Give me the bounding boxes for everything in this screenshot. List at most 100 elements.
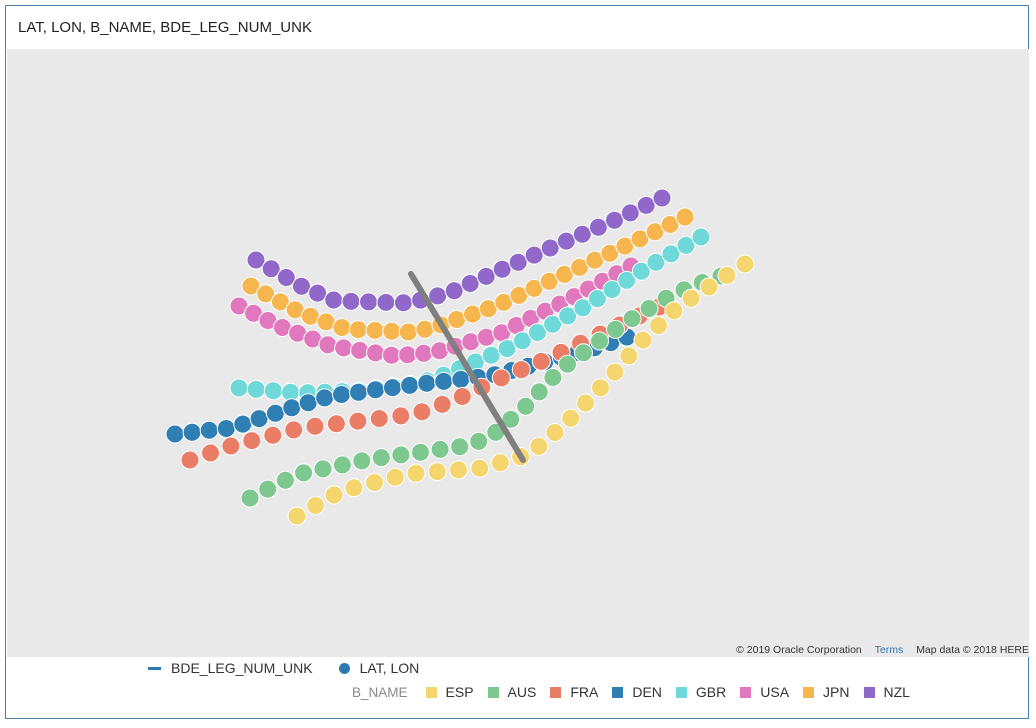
legend-item-aus[interactable]: AUS bbox=[487, 684, 536, 700]
track-point-den[interactable] bbox=[282, 398, 302, 418]
track-point-usa[interactable] bbox=[334, 338, 354, 358]
track-point-esp[interactable] bbox=[427, 462, 447, 482]
track-point-fra[interactable] bbox=[326, 414, 346, 434]
track-point-esp[interactable] bbox=[605, 362, 625, 382]
track-point-nzl[interactable] bbox=[460, 274, 480, 293]
track-point-esp[interactable] bbox=[529, 436, 549, 456]
track-point-den[interactable] bbox=[249, 409, 269, 429]
track-point-aus[interactable] bbox=[430, 439, 450, 459]
track-point-den[interactable] bbox=[199, 420, 219, 440]
track-point-fra[interactable] bbox=[180, 450, 200, 470]
track-point-usa[interactable] bbox=[398, 345, 418, 365]
legend-item-jpn[interactable]: JPN bbox=[803, 684, 850, 700]
track-point-aus[interactable] bbox=[606, 319, 625, 339]
track-point-nzl[interactable] bbox=[359, 292, 378, 312]
legend-item-fra[interactable]: FRA bbox=[550, 684, 598, 700]
track-point-jpn[interactable] bbox=[447, 310, 467, 329]
track-point-fra[interactable] bbox=[305, 416, 325, 436]
track-point-aus[interactable] bbox=[574, 343, 593, 363]
track-point-gbr[interactable] bbox=[587, 289, 607, 309]
track-point-nzl[interactable] bbox=[261, 259, 281, 279]
track-point-jpn[interactable] bbox=[398, 322, 418, 342]
track-point-jpn[interactable] bbox=[270, 292, 290, 312]
track-point-esp[interactable] bbox=[633, 330, 653, 350]
legend-item-den[interactable]: DEN bbox=[612, 684, 662, 700]
track-point-nzl[interactable] bbox=[605, 210, 624, 230]
track-point-den[interactable] bbox=[349, 382, 368, 402]
track-point-esp[interactable] bbox=[619, 346, 639, 366]
track-point-gbr[interactable] bbox=[263, 381, 283, 401]
track-point-den[interactable] bbox=[366, 380, 385, 400]
track-point-usa[interactable] bbox=[350, 340, 370, 360]
track-point-jpn[interactable] bbox=[241, 276, 261, 296]
track-point-nzl[interactable] bbox=[524, 245, 544, 265]
track-point-esp[interactable] bbox=[470, 458, 490, 478]
track-point-gbr[interactable] bbox=[691, 227, 711, 247]
track-point-fra[interactable] bbox=[348, 411, 368, 431]
track-point-usa[interactable] bbox=[382, 345, 401, 365]
legend-item-gbr[interactable]: GBR bbox=[675, 684, 726, 700]
track-point-fra[interactable] bbox=[369, 409, 389, 428]
track-point-aus[interactable] bbox=[275, 470, 295, 490]
track-point-fra[interactable] bbox=[412, 402, 432, 422]
track-point-den[interactable] bbox=[298, 393, 318, 413]
track-point-gbr[interactable] bbox=[646, 252, 666, 272]
track-point-den[interactable] bbox=[332, 385, 351, 404]
track-point-gbr[interactable] bbox=[573, 298, 593, 318]
track-point-aus[interactable] bbox=[294, 463, 314, 483]
legend-item-usa[interactable]: USA bbox=[740, 684, 789, 700]
track-point-nzl[interactable] bbox=[246, 250, 266, 270]
track-point-nzl[interactable] bbox=[620, 203, 640, 223]
track-point-gbr[interactable] bbox=[661, 244, 681, 264]
track-point-den[interactable] bbox=[400, 375, 420, 395]
track-point-aus[interactable] bbox=[590, 331, 609, 351]
track-point-jpn[interactable] bbox=[316, 312, 336, 332]
track-point-gbr[interactable] bbox=[512, 331, 532, 351]
track-point-nzl[interactable] bbox=[636, 195, 656, 215]
leg-line[interactable] bbox=[408, 271, 526, 463]
track-point-nzl[interactable] bbox=[652, 188, 672, 208]
track-point-den[interactable] bbox=[216, 419, 236, 438]
track-point-aus[interactable] bbox=[371, 448, 391, 468]
track-point-gbr[interactable] bbox=[481, 345, 501, 365]
track-point-jpn[interactable] bbox=[675, 207, 695, 227]
track-point-usa[interactable] bbox=[318, 335, 338, 355]
track-point-nzl[interactable] bbox=[476, 266, 496, 286]
track-point-den[interactable] bbox=[315, 388, 335, 408]
track-point-jpn[interactable] bbox=[365, 320, 385, 340]
track-point-gbr[interactable] bbox=[631, 261, 651, 281]
track-point-aus[interactable] bbox=[258, 479, 278, 499]
track-point-aus[interactable] bbox=[622, 309, 642, 329]
track-point-esp[interactable] bbox=[365, 473, 384, 492]
track-point-usa[interactable] bbox=[366, 343, 385, 363]
track-point-esp[interactable] bbox=[576, 393, 596, 413]
track-point-esp[interactable] bbox=[649, 316, 668, 335]
track-point-nzl[interactable] bbox=[508, 252, 528, 272]
legend-item-esp[interactable]: ESP bbox=[425, 684, 474, 700]
track-point-fra[interactable] bbox=[242, 431, 262, 451]
track-point-esp[interactable] bbox=[406, 463, 426, 483]
track-point-jpn[interactable] bbox=[382, 321, 402, 341]
track-point-esp[interactable] bbox=[681, 288, 701, 308]
track-point-aus[interactable] bbox=[411, 442, 430, 462]
track-point-fra[interactable] bbox=[491, 368, 511, 388]
track-point-esp[interactable] bbox=[561, 408, 581, 428]
track-point-jpn[interactable] bbox=[348, 320, 368, 340]
track-point-aus[interactable] bbox=[558, 354, 577, 374]
track-point-gbr[interactable] bbox=[558, 306, 578, 326]
track-points-layer[interactable] bbox=[7, 49, 1029, 657]
track-point-den[interactable] bbox=[434, 371, 454, 391]
track-point-jpn[interactable] bbox=[415, 319, 435, 339]
track-point-fra[interactable] bbox=[531, 351, 551, 371]
track-point-fra[interactable] bbox=[263, 425, 283, 445]
track-point-fra[interactable] bbox=[201, 443, 220, 463]
track-point-aus[interactable] bbox=[352, 451, 372, 471]
track-point-fra[interactable] bbox=[432, 394, 452, 414]
track-point-aus[interactable] bbox=[543, 368, 563, 387]
track-point-esp[interactable] bbox=[545, 423, 565, 442]
track-point-jpn[interactable] bbox=[332, 318, 352, 337]
track-point-nzl[interactable] bbox=[324, 290, 344, 310]
track-point-esp[interactable] bbox=[324, 485, 344, 505]
track-point-nzl[interactable] bbox=[492, 259, 512, 279]
track-point-fra[interactable] bbox=[284, 420, 304, 440]
